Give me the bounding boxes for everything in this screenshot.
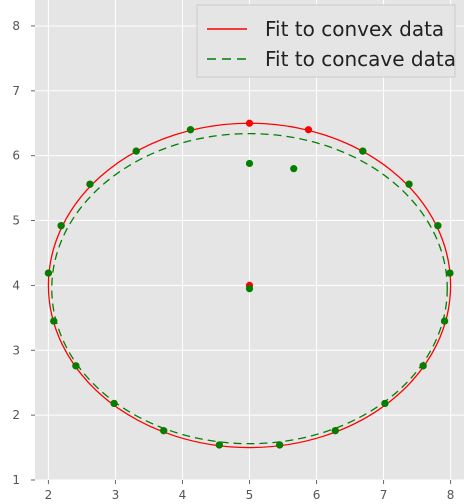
concave-point [160, 427, 168, 435]
concave-point [245, 285, 254, 293]
y-tick-label: 5 [12, 214, 20, 228]
concave-point [405, 180, 413, 188]
concave-point [331, 427, 339, 435]
y-tick-label: 4 [12, 278, 20, 292]
convex-point [245, 119, 254, 127]
x-tick-label: 4 [179, 488, 187, 502]
concave-point [359, 147, 367, 155]
legend: Fit to convex data Fit to concave data [196, 4, 456, 78]
concave-point [44, 269, 53, 277]
concave-point [50, 317, 58, 325]
concave-point [381, 399, 389, 408]
concave-point [72, 362, 80, 370]
tick-labels: 2 3 4 5 6 7 8 1 2 3 4 5 6 7 8 [12, 19, 454, 502]
concave-point [276, 441, 284, 449]
concave-point [290, 165, 298, 173]
y-tick-label: 2 [12, 408, 20, 422]
x-tick-label: 8 [447, 488, 455, 502]
x-tick-label: 7 [380, 488, 388, 502]
x-tick-label: 5 [246, 488, 254, 502]
concave-point [186, 126, 195, 134]
concave-point [132, 147, 140, 155]
concave-point [57, 222, 65, 230]
y-tick-label: 7 [12, 84, 20, 98]
legend-label-convex: Fit to convex data [265, 17, 444, 41]
concave-point [110, 399, 118, 408]
convex-point [304, 126, 313, 134]
y-tick-label: 1 [12, 473, 20, 487]
concave-point [434, 222, 442, 230]
concave-point [440, 317, 449, 325]
y-tick-label: 6 [12, 149, 20, 163]
concave-point [86, 180, 94, 188]
fit-concave-curve [51, 132, 448, 445]
data-points [44, 119, 454, 449]
y-tick-label: 8 [12, 19, 20, 33]
concave-point [245, 159, 254, 168]
y-tick-label: 3 [12, 343, 20, 357]
x-tick-label: 3 [112, 488, 120, 502]
legend-box [196, 4, 456, 78]
concave-point [419, 362, 427, 370]
concave-point [215, 441, 223, 449]
legend-label-concave: Fit to concave data [265, 47, 456, 71]
x-tick-label: 6 [313, 488, 321, 502]
x-tick-label: 2 [45, 488, 53, 502]
concave-point [446, 269, 454, 277]
